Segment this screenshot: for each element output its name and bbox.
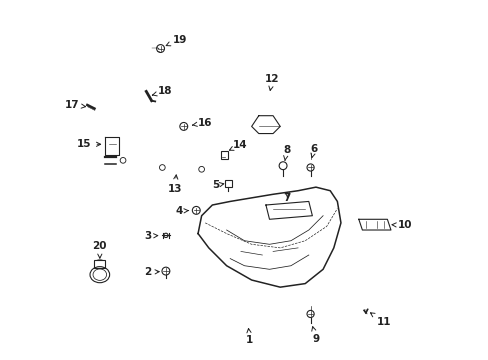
Bar	[221, 152, 228, 158]
Text: 1: 1	[246, 329, 253, 345]
Text: 18: 18	[152, 86, 172, 96]
Text: 17: 17	[65, 100, 85, 110]
Text: 3: 3	[144, 231, 158, 241]
Bar	[224, 180, 231, 187]
Text: 6: 6	[310, 144, 317, 158]
Text: 11: 11	[370, 313, 390, 327]
Text: 5: 5	[212, 180, 224, 190]
Bar	[94, 260, 105, 267]
Text: 16: 16	[192, 118, 212, 128]
Text: 8: 8	[283, 145, 290, 161]
Text: 13: 13	[167, 175, 182, 194]
Text: 4: 4	[175, 206, 188, 216]
Text: 12: 12	[264, 73, 279, 90]
Text: 14: 14	[229, 140, 247, 150]
Text: 15: 15	[77, 139, 101, 149]
Text: 10: 10	[391, 220, 412, 230]
Text: 9: 9	[311, 327, 319, 343]
Text: 20: 20	[92, 242, 107, 258]
Text: 7: 7	[283, 193, 290, 203]
Text: 19: 19	[166, 35, 186, 46]
Text: 2: 2	[144, 267, 159, 277]
